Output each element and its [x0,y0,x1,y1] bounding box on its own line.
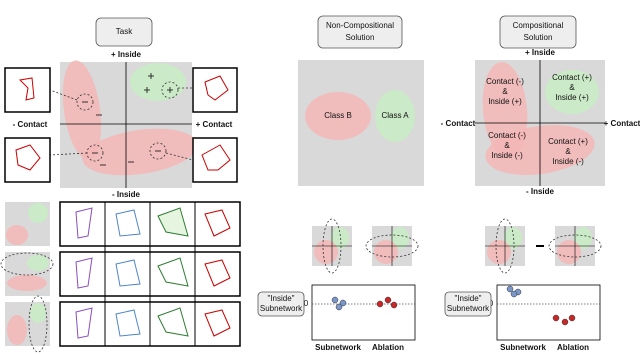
zero-label: 0 [304,299,309,308]
probe-plot [496,284,601,341]
dot [390,301,398,309]
dot [561,318,569,326]
quadrant-label: Inside (+) [555,93,589,102]
comp-title: Solution [524,33,553,42]
highlight [76,93,94,111]
highlight [161,81,179,99]
dot [331,296,339,304]
axis-label: + Inside [525,48,556,57]
x-label: Ablation [372,343,404,352]
region [487,240,511,264]
quadrant-labels: Contact (-)&Inside (+)Contact (+)&Inside… [486,73,592,166]
highlight [322,218,342,274]
ylabel: Subnetwork [447,304,490,313]
comp-title: Compositional [513,21,564,30]
noncomp-title: Non-Compositional [326,21,394,30]
region [130,63,186,101]
quadrant-label: Contact (+) [552,73,592,82]
axis-label: - Inside [526,187,555,196]
quadrant-label: Contact (-) [486,77,524,86]
axis-label: + Inside [111,50,142,59]
highlight [365,234,419,258]
noncomp-button [317,15,403,49]
probes: 0"Inside"SubnetworkSubnetworkAblation0"I… [257,218,602,352]
dot [384,296,392,304]
quadrant-label: & [569,83,575,92]
ylabel: Subnetwork [260,304,303,313]
dot [376,300,384,308]
quadrant-label: Contact (+) [548,137,588,146]
highlight [495,218,515,274]
dot [339,299,347,307]
ylabel: "Inside" [454,294,481,303]
class-region [375,90,415,142]
x-label: Subnetwork [315,343,361,352]
axis-label: - Inside [112,190,141,199]
dot [568,314,576,322]
region [391,227,409,249]
comp-button [499,15,577,49]
quadrant-label: Inside (-) [491,151,523,160]
task-title: Task [116,27,133,36]
region [331,227,349,249]
class-region [305,92,371,140]
dot [552,314,560,322]
highlight [548,234,602,258]
axis-label: - Contact [441,119,476,128]
region [374,240,398,264]
noncomp-title: Solution [346,33,375,42]
task-button [95,17,153,47]
region [62,60,102,160]
thumbnails [4,67,238,183]
quadrant-label: Inside (-) [552,157,584,166]
examples [0,201,241,353]
arrow [165,152,194,161]
highlight [149,142,167,160]
probe-plot [311,284,416,341]
ylabel-box [257,291,305,317]
ylabel-box [444,291,492,317]
ylabel: "Inside" [267,294,294,303]
axis-label: + Contact [604,119,640,128]
signs [82,73,173,166]
region [574,227,592,249]
arrow [49,89,78,101]
dot [510,290,518,298]
region [314,240,338,264]
quadrant-label: & [565,147,571,156]
class-label: Class B [324,111,352,120]
region [557,240,581,264]
quadrant-label: Inside (+) [488,97,522,106]
x-label: Ablation [557,343,589,352]
region [504,227,522,249]
axis-label: + Contact [196,120,233,129]
dot [335,303,343,311]
axis-label: - Contact [13,120,48,129]
quadrant-label: & [504,141,510,150]
region [545,70,599,114]
class-label: Class A [381,111,409,120]
quadrant-label: & [502,87,508,96]
x-label: Subnetwork [500,343,546,352]
region [82,128,198,176]
quadrant-label: Contact (-) [488,131,526,140]
dot [506,285,514,293]
